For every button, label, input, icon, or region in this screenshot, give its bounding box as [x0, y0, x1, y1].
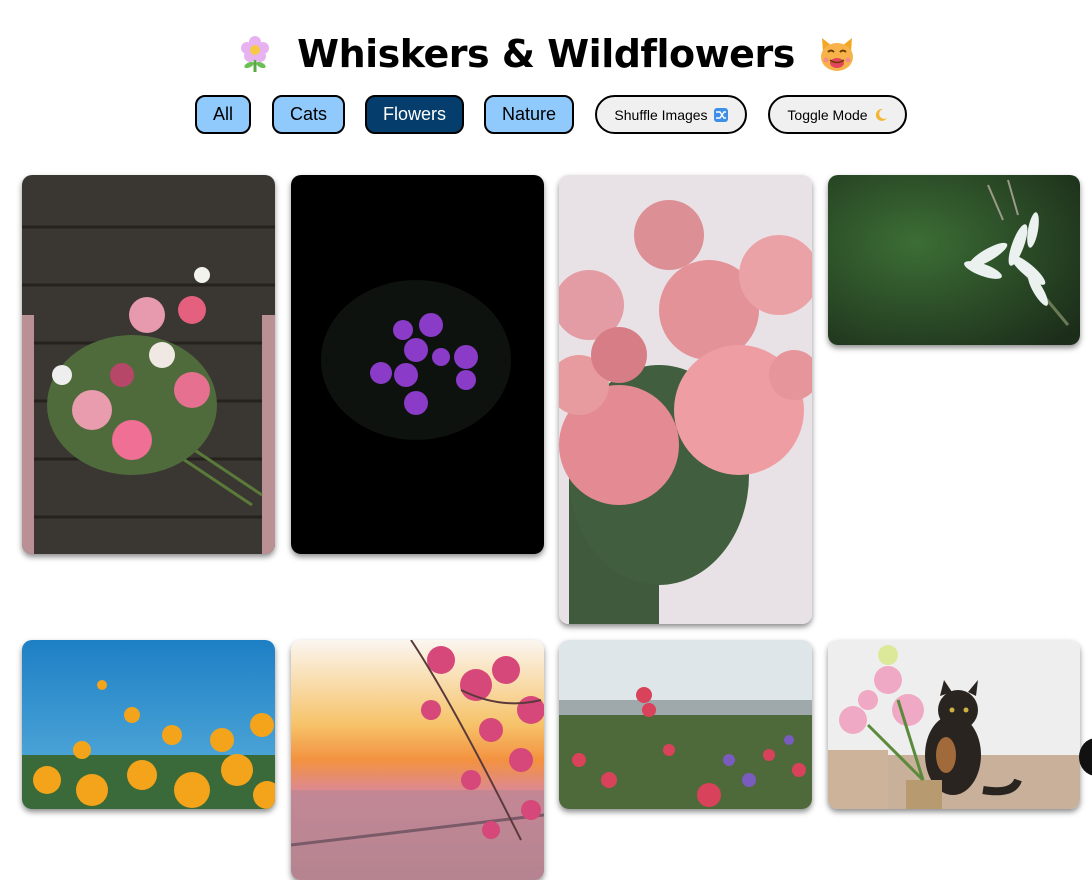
toggle-label: Toggle Mode: [787, 106, 868, 123]
shuffle-label: Shuffle Images: [614, 106, 708, 123]
gallery-image-yellow-poppies[interactable]: [22, 640, 275, 809]
filter-nature-button[interactable]: Nature: [484, 95, 574, 134]
gallery-image-wildflower-meadow[interactable]: [559, 640, 812, 809]
gallery-image-african-violet[interactable]: [291, 175, 544, 554]
shuffle-icon: [713, 107, 728, 122]
filter-all-button[interactable]: All: [195, 95, 251, 134]
shuffle-images-button[interactable]: Shuffle Images: [595, 95, 747, 134]
gallery-image-pink-peonies[interactable]: [559, 175, 812, 624]
crescent-moon-icon: [874, 108, 888, 122]
filter-flowers-button[interactable]: Flowers: [365, 95, 464, 134]
flower-icon: [235, 34, 275, 74]
title-text: Whiskers & Wildflowers: [297, 32, 795, 76]
gallery-image-rose-bouquet[interactable]: [22, 175, 275, 554]
offscreen-control[interactable]: [1079, 738, 1092, 776]
gallery-image-white-lilies[interactable]: [828, 175, 1080, 345]
page-title: Whiskers & Wildflowers: [0, 26, 1092, 82]
gallery-image-cat-with-flowers[interactable]: [828, 640, 1080, 809]
filter-cats-button[interactable]: Cats: [272, 95, 345, 134]
toggle-mode-button[interactable]: Toggle Mode: [768, 95, 907, 134]
cat-face-icon: [817, 34, 857, 74]
gallery-image-cherry-blossom-sunset[interactable]: [291, 640, 544, 880]
